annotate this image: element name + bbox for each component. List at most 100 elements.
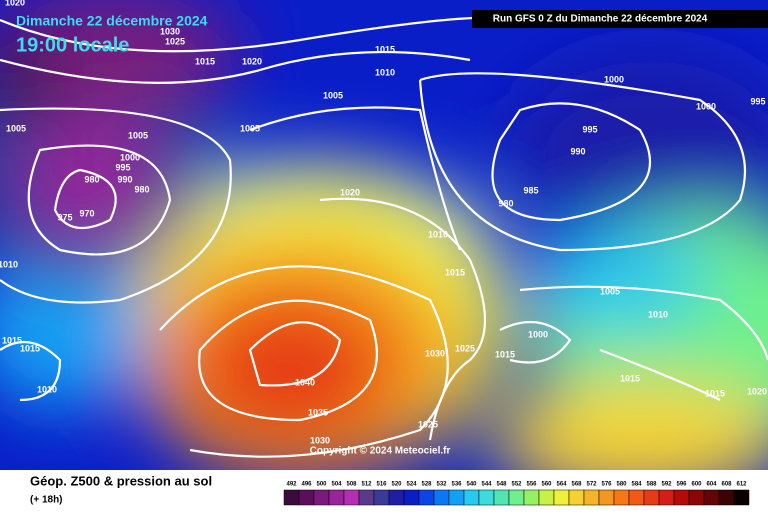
run-banner (472, 10, 768, 28)
isobar-label: 1015 (20, 343, 40, 353)
scale-swatch (508, 489, 525, 506)
copyright: Copyright © 2024 Meteociel.fr (310, 446, 451, 457)
scale-swatch (283, 489, 300, 506)
scale-swatch (373, 489, 390, 506)
scale-swatch (298, 489, 315, 506)
scale-swatch (733, 489, 750, 506)
scale-label: 532 (436, 482, 447, 488)
scale-label: 588 (646, 482, 657, 488)
isobar-label: 1000 (696, 101, 716, 111)
scale-label: 524 (406, 482, 417, 488)
scale-swatch (388, 489, 405, 506)
scale-swatch (448, 489, 465, 506)
isobar-label: 990 (570, 146, 585, 156)
isobar-label: 1005 (323, 90, 343, 100)
scale-swatch (418, 489, 435, 506)
scale-swatch (313, 489, 330, 506)
isobar-label: 975 (57, 212, 72, 222)
isobars (0, 16, 768, 458)
scale-label: 612 (736, 482, 747, 488)
date-title: Dimanche 22 décembre 2024 (16, 13, 208, 29)
isobar-label: 1005 (240, 123, 260, 133)
isobar-label: 1035 (308, 407, 328, 417)
scale-label: 596 (676, 482, 687, 488)
isobar-label: 1025 (455, 343, 475, 353)
scale-label: 552 (511, 482, 522, 488)
scale-label: 604 (706, 482, 717, 488)
scale-swatch (478, 489, 495, 506)
isobar-label: 1005 (6, 123, 26, 133)
scale-swatch (658, 489, 675, 506)
isobar-label: 1015 (495, 349, 515, 359)
scale-label: 584 (631, 482, 642, 488)
scale-swatch (613, 489, 630, 506)
isobar-label: 1000 (528, 329, 548, 339)
scale-label: 576 (601, 482, 612, 488)
scale-label: 608 (721, 482, 732, 488)
scale-swatch (538, 489, 555, 506)
legend-title: Géop. Z500 & pression au sol (30, 473, 212, 488)
color-scale: 492 496 500 504 508 512 516 520 524 528 532 536 540 5… (283, 482, 750, 506)
scale-swatch (463, 489, 480, 506)
isobar-label: 985 (523, 185, 538, 195)
scale-swatch (598, 489, 615, 506)
scale-swatch (328, 489, 345, 506)
isobar-label: 1010 (428, 229, 448, 239)
scale-label: 544 (481, 482, 492, 488)
scale-swatch (643, 489, 660, 506)
scale-swatch (568, 489, 585, 506)
isobar-label: 1010 (37, 384, 57, 394)
isobar-label: 1015 (620, 373, 640, 383)
local-time: 19:00 locale (16, 34, 129, 56)
scale-label: 600 (691, 482, 702, 488)
isobar-label: 1015 (195, 56, 215, 66)
isobar-label: 1010 (375, 67, 395, 77)
isobar-label: 1000 (604, 74, 624, 84)
isobar-label: 1010 (0, 259, 18, 269)
isobar-label: 1030 (160, 26, 180, 36)
scale-label: 512 (361, 482, 372, 488)
scale-label: 528 (421, 482, 432, 488)
isobar-label: 995 (750, 96, 765, 106)
isobar-label: 1010 (648, 309, 668, 319)
scale-label: 540 (466, 482, 477, 488)
isobar-label: 1015 (705, 388, 725, 398)
isobar-label: 970 (79, 208, 94, 218)
scale-label: 556 (526, 482, 537, 488)
isobar-label: 1030 (310, 435, 330, 445)
scale-label: 548 (496, 482, 507, 488)
isobar-label: 1015 (375, 44, 395, 54)
isobar-label: 990 (117, 174, 132, 184)
scale-swatch (688, 489, 705, 506)
scale-swatch (493, 489, 510, 506)
scale-label: 516 (376, 482, 387, 488)
isobar-label: 1020 (747, 386, 767, 396)
scale-swatch (523, 489, 540, 506)
isobar-label: 1015 (2, 335, 22, 345)
isobar-label: 1025 (165, 36, 185, 46)
isobar-label: 1015 (445, 267, 465, 277)
isobar-label: 1005 (600, 286, 620, 296)
isobar-label: 1030 (425, 348, 445, 358)
scale-label: 568 (571, 482, 582, 488)
scale-swatch (673, 489, 690, 506)
scale-label: 500 (316, 482, 327, 488)
legend-subtitle: (+ 18h) (30, 495, 63, 506)
scale-label: 564 (556, 482, 567, 488)
scale-swatch (433, 489, 450, 506)
scale-label: 592 (661, 482, 672, 488)
scale-swatch (703, 489, 720, 506)
isobar-label: 980 (134, 184, 149, 194)
scale-swatch (583, 489, 600, 506)
scale-swatch (358, 489, 375, 506)
scale-label: 520 (391, 482, 402, 488)
scale-swatch (403, 489, 420, 506)
scale-label: 496 (301, 482, 312, 488)
isobar-label: 1005 (128, 130, 148, 140)
isobar-label: 980 (84, 174, 99, 184)
scale-label: 560 (541, 482, 552, 488)
scale-label: 492 (286, 482, 297, 488)
